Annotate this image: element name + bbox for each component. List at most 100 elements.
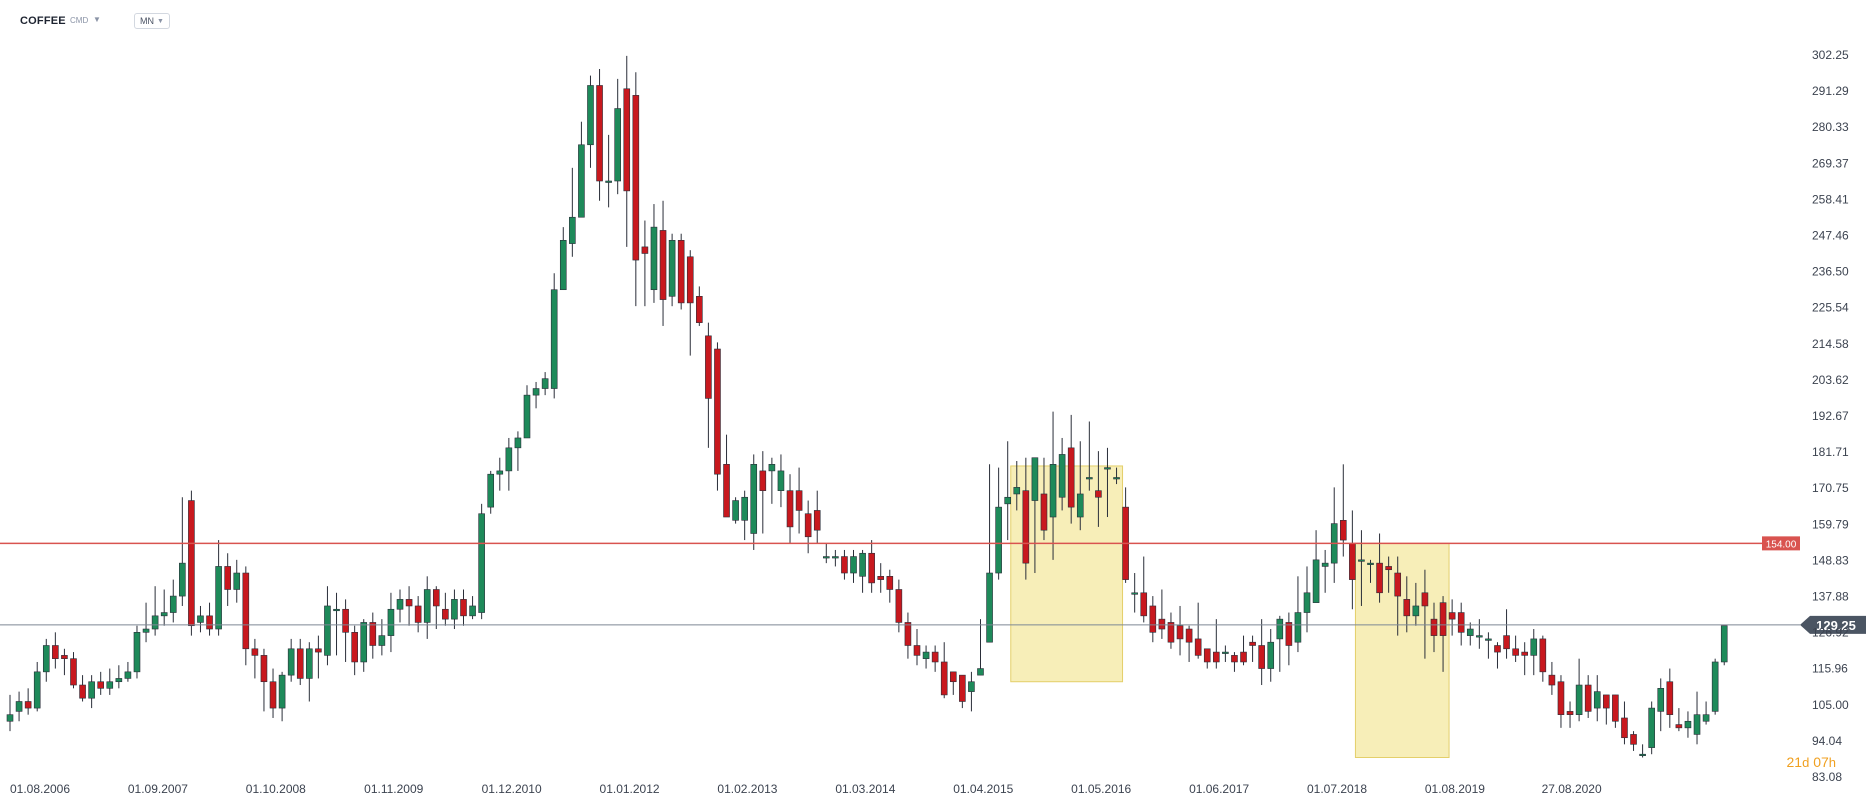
candle-body [1548, 674, 1556, 686]
y-tick-label: 94.04 [1812, 734, 1842, 748]
candle [1231, 652, 1238, 672]
candle [523, 385, 531, 439]
candle [188, 490, 195, 636]
candle [1076, 441, 1084, 531]
candle-body [387, 608, 395, 636]
y-tick-label: 291.29 [1812, 84, 1849, 98]
candle [1530, 629, 1538, 676]
candle-body [1530, 638, 1538, 656]
candle-body [1213, 651, 1220, 663]
candle [133, 625, 141, 679]
candle [124, 661, 132, 682]
symbol-name[interactable]: COFFEE [20, 15, 66, 27]
candle [79, 675, 86, 702]
candle-body [813, 510, 821, 531]
candle [1548, 661, 1556, 695]
candle-body [1222, 651, 1229, 654]
candle [714, 342, 721, 491]
candle [768, 457, 776, 504]
candle [324, 586, 331, 666]
candle [659, 200, 667, 326]
candle-body [1339, 520, 1347, 541]
candle-body [632, 95, 640, 261]
candle [142, 602, 150, 643]
x-tick-label: 01.06.2017 [1189, 782, 1249, 796]
candle-body [1521, 651, 1528, 656]
y-tick-label: 280.33 [1812, 120, 1849, 134]
candle [1720, 625, 1728, 666]
candle [1412, 582, 1420, 626]
candle [224, 553, 231, 606]
candle-body [1194, 638, 1202, 656]
candle [1040, 457, 1048, 541]
candle [1067, 414, 1075, 524]
candle [1330, 487, 1338, 583]
candle [1566, 701, 1574, 728]
timeframe-label: MN [140, 16, 155, 26]
candle [1222, 645, 1229, 662]
candle-body [269, 681, 277, 709]
candle-body [514, 437, 522, 449]
candle [1185, 625, 1193, 662]
candle-body [306, 648, 313, 679]
candle-body [1385, 566, 1392, 571]
candle [1421, 569, 1429, 659]
x-tick-label: 01.08.2019 [1425, 782, 1485, 796]
candle [287, 638, 295, 682]
candle-body [15, 701, 23, 712]
candle [514, 431, 522, 471]
candle-body [1349, 543, 1356, 580]
candle-body [723, 464, 730, 518]
candle [33, 661, 41, 712]
timeframe-selector[interactable]: MN ▼ [134, 13, 170, 29]
candle [813, 490, 821, 544]
candle-body [1267, 641, 1275, 669]
candle [460, 589, 467, 626]
candle [1249, 635, 1256, 662]
candle [614, 78, 621, 195]
candle [52, 632, 59, 669]
candle-body [414, 605, 422, 623]
candle-body [1621, 717, 1628, 739]
candle [442, 592, 449, 626]
candle-body [1303, 592, 1311, 613]
candle-body [1485, 638, 1492, 641]
y-tick-label: 192.67 [1812, 409, 1849, 423]
candle-body [650, 226, 658, 291]
candle-body [61, 655, 68, 659]
candle [197, 605, 204, 633]
candle-body [133, 632, 141, 673]
candle [1049, 411, 1057, 560]
candle [1022, 457, 1030, 580]
candle [1339, 464, 1347, 557]
x-tick-label: 01.07.2018 [1307, 782, 1367, 796]
candle [1058, 437, 1066, 511]
candle [1675, 708, 1683, 732]
resistance-label: 154.00 [1766, 539, 1797, 550]
candle [1684, 711, 1692, 738]
candle-body [1040, 493, 1048, 531]
candle [804, 500, 812, 554]
candle-body [242, 572, 250, 650]
symbol-dropdown-caret-icon[interactable]: ▼ [93, 15, 101, 24]
y-tick-label: 126.92 [1812, 626, 1849, 640]
candle-body [1022, 490, 1030, 564]
y-tick-label: 258.41 [1812, 192, 1849, 206]
candle-body [52, 645, 59, 659]
candle [940, 642, 948, 699]
candle [1086, 421, 1093, 491]
timer-days: 21 [1786, 754, 1803, 770]
candle-body [895, 589, 903, 623]
candle [723, 434, 730, 518]
candle [895, 579, 903, 633]
resistance-label-box [1762, 536, 1800, 551]
y-tick-label: 247.46 [1812, 228, 1849, 242]
candle [641, 220, 649, 307]
candle-body [469, 605, 476, 617]
candle-body [959, 674, 966, 702]
candle-body [487, 473, 495, 508]
candle-body [1494, 645, 1501, 653]
candle-body [668, 240, 676, 297]
candle-body [1113, 477, 1120, 480]
